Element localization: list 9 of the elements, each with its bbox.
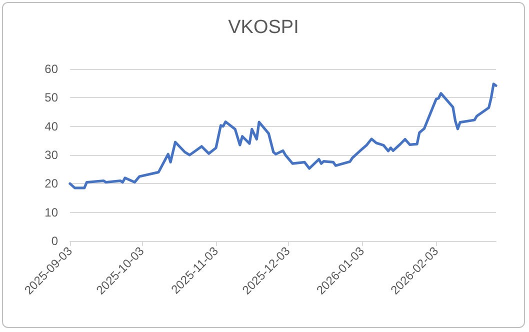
y-tick-label: 40 [44, 119, 58, 134]
y-tick-label: 50 [44, 90, 58, 105]
y-tick-label: 0 [51, 234, 58, 248]
line-series [68, 82, 498, 190]
y-tick-label: 60 [44, 62, 58, 76]
chart-title: VKOSPI [228, 17, 299, 38]
y-tick-label: 10 [44, 205, 58, 220]
y-tick-label: 30 [44, 148, 58, 162]
y-tick-label: 20 [44, 176, 58, 191]
